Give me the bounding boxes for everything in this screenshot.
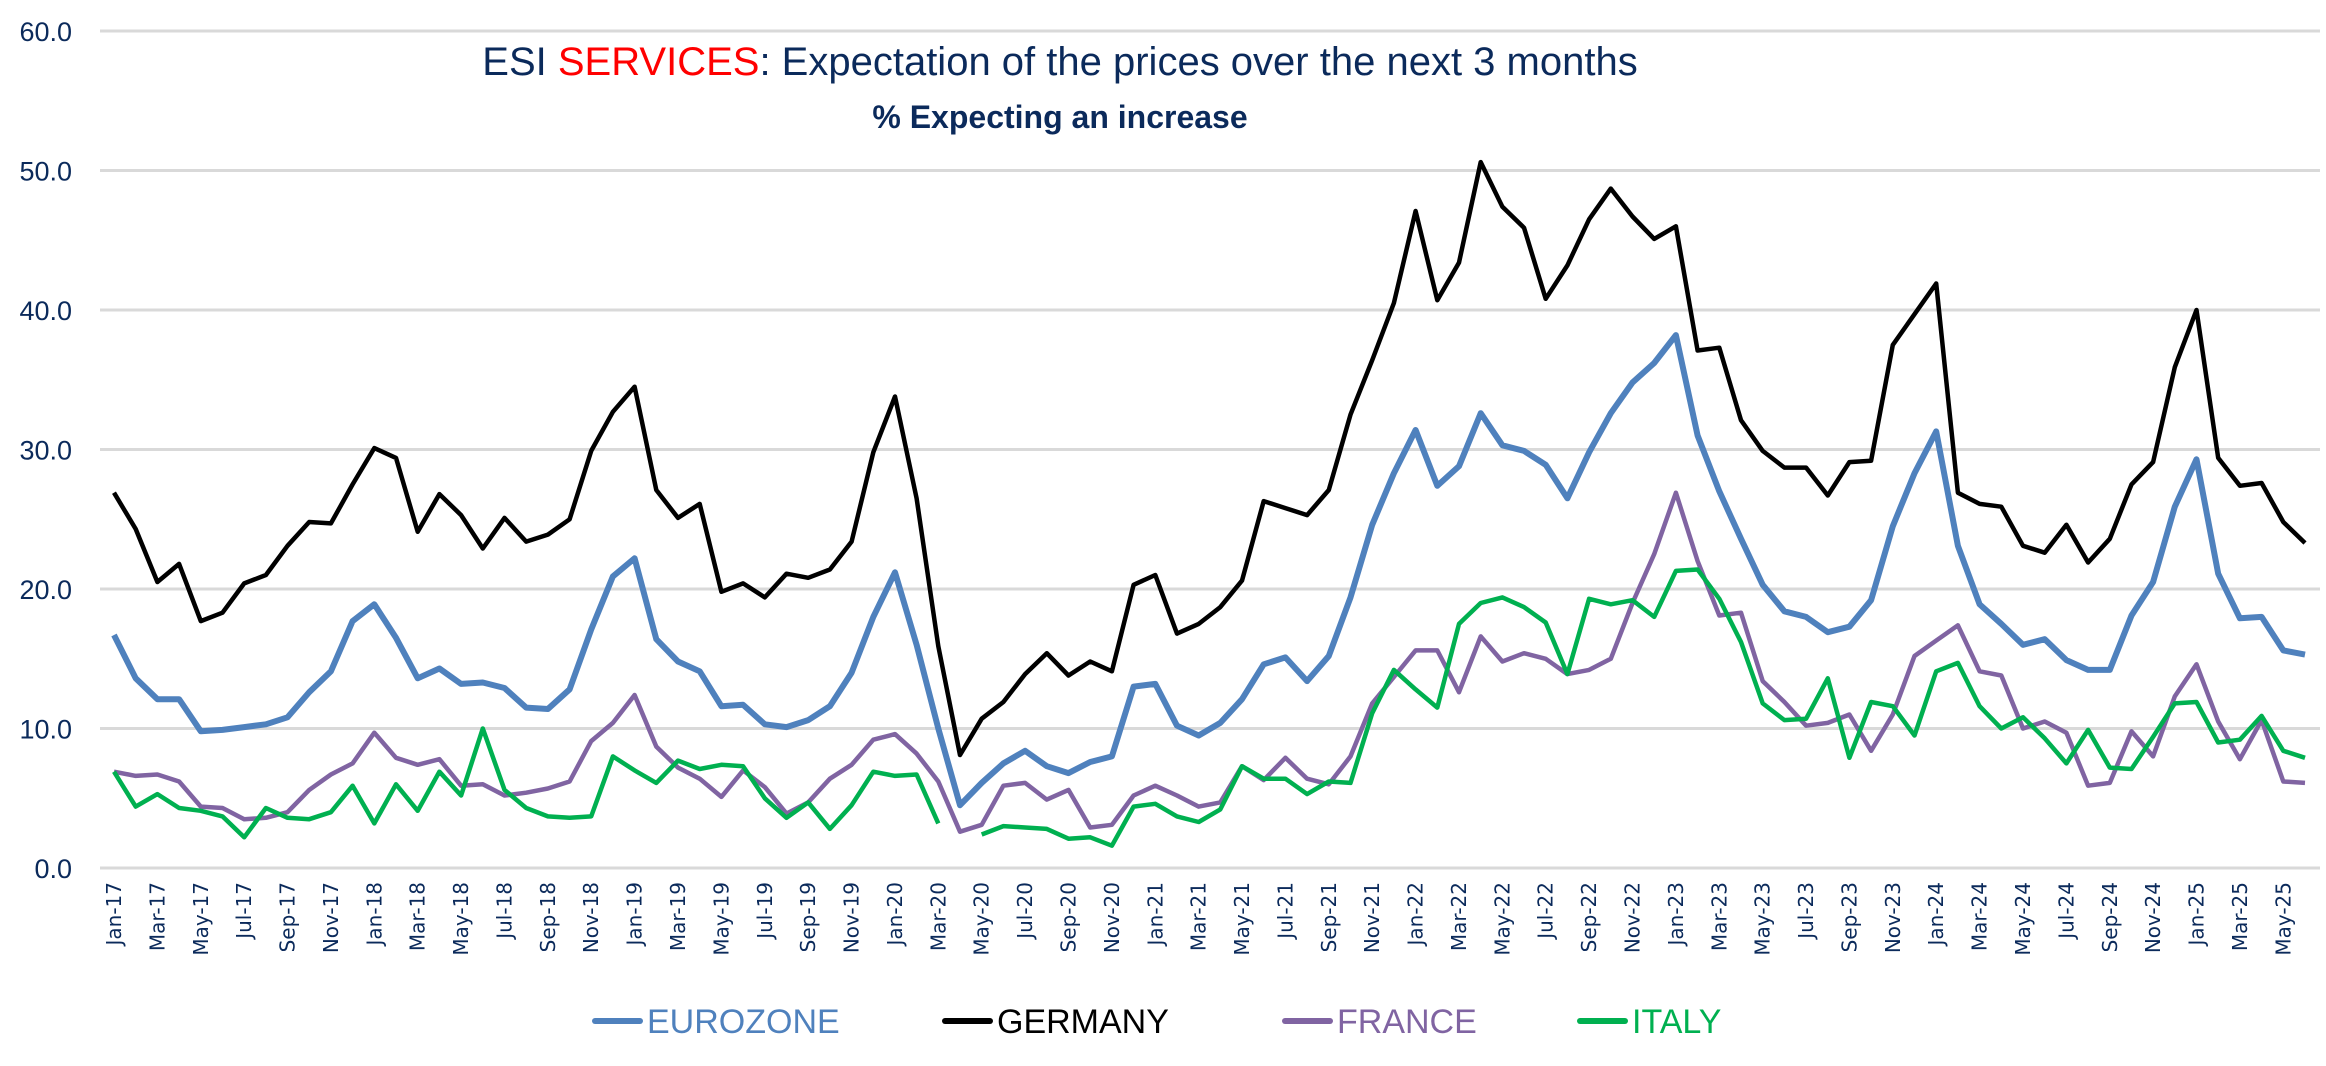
- legend-item-france: FRANCE: [1282, 1003, 1477, 1041]
- x-tick-label: May-25: [2271, 882, 2295, 956]
- x-tick-label: Nov-20: [1100, 882, 1124, 953]
- x-tick-label: Jan-18: [362, 882, 386, 948]
- x-tick-label: Mar-19: [666, 882, 690, 951]
- series-line-eurozone: [111, 332, 2306, 809]
- x-tick-label: Jan-24: [1924, 882, 1948, 948]
- x-axis-ticks: Jan-17 Mar-17 May-17 Jul-17 Sep-17 Nov-17 Jan-…: [102, 882, 2295, 956]
- x-tick-label: Jul-17: [232, 882, 256, 941]
- series-lines: [111, 159, 2307, 848]
- x-tick-label: May-19: [709, 882, 733, 956]
- x-tick-label: May-17: [189, 882, 213, 956]
- x-tick-label: Nov-23: [1881, 882, 1905, 953]
- x-tick-label: Mar-22: [1447, 882, 1471, 951]
- x-tick-label: Jan-19: [623, 882, 647, 948]
- chart-title: ESI SERVICES: Expectation of the prices …: [482, 40, 1637, 84]
- x-tick-label: Jan-17: [102, 882, 126, 948]
- x-tick-label: Nov-17: [319, 882, 343, 953]
- x-tick-label: May-24: [2011, 882, 2035, 956]
- x-tick-label: Sep-19: [796, 882, 820, 952]
- y-tick-label: 20.0: [19, 575, 72, 605]
- legend-item-germany: GERMANY: [942, 1003, 1169, 1041]
- x-tick-label: Jan-21: [1143, 882, 1167, 948]
- x-tick-label: Nov-22: [1621, 882, 1645, 953]
- x-tick-label: Sep-20: [1056, 882, 1080, 952]
- x-tick-label: Jul-22: [1534, 882, 1558, 941]
- x-tick-label: Sep-22: [1577, 882, 1601, 952]
- y-tick-label: 40.0: [19, 296, 72, 326]
- legend: EUROZONE GERMANY FRANCE ITALY: [592, 1003, 1721, 1041]
- legend-label: ITALY: [1632, 1003, 1721, 1041]
- series-eurozone: [111, 332, 2306, 809]
- series-france: [113, 490, 2306, 834]
- x-tick-label: May-18: [449, 882, 473, 956]
- x-tick-label: Jul-18: [492, 882, 516, 941]
- title-part: : Expectation of the prices over the nex…: [759, 40, 1637, 84]
- x-tick-label: Mar-20: [926, 882, 950, 951]
- x-tick-label: Mar-24: [1968, 882, 1992, 951]
- legend-label: EUROZONE: [647, 1003, 840, 1041]
- x-tick-label: Mar-17: [145, 882, 169, 951]
- x-tick-label: Nov-21: [1360, 882, 1384, 953]
- x-tick-label: Sep-23: [1837, 882, 1861, 952]
- series-line-france: [113, 490, 2306, 834]
- x-tick-label: Nov-24: [2141, 882, 2165, 953]
- x-tick-label: Mar-23: [1707, 882, 1731, 951]
- gridlines: [100, 29, 2320, 870]
- y-axis-ticks: 0.0 10.0 20.0 30.0 40.0 50.0 60.0: [19, 17, 72, 884]
- legend-item-italy: ITALY: [1577, 1003, 1721, 1041]
- x-tick-label: Sep-21: [1317, 882, 1341, 952]
- y-tick-label: 50.0: [19, 157, 72, 187]
- x-tick-label: Nov-18: [579, 882, 603, 953]
- x-tick-label: Mar-18: [406, 882, 430, 951]
- legend-label: FRANCE: [1337, 1003, 1477, 1041]
- x-tick-label: Jan-22: [1404, 882, 1428, 948]
- legend-item-eurozone: EUROZONE: [592, 1003, 840, 1041]
- series-line-germany: [112, 159, 2307, 758]
- x-tick-label: Jul-24: [2054, 882, 2078, 941]
- x-tick-label: Sep-24: [2098, 882, 2122, 952]
- x-tick-label: Jan-25: [2185, 882, 2209, 948]
- x-tick-label: May-23: [1751, 882, 1775, 956]
- x-tick-label: Jul-23: [1794, 882, 1818, 941]
- x-tick-label: Mar-21: [1187, 882, 1211, 951]
- legend-label: GERMANY: [997, 1003, 1169, 1041]
- x-tick-label: May-20: [970, 882, 994, 956]
- title-part: SERVICES: [558, 40, 760, 84]
- x-tick-label: Jan-23: [1664, 882, 1688, 948]
- x-tick-label: May-22: [1490, 882, 1514, 956]
- x-tick-label: Sep-17: [276, 882, 300, 952]
- series-italy: [112, 567, 2306, 848]
- y-tick-label: 0.0: [34, 854, 72, 884]
- x-tick-label: Jul-21: [1273, 882, 1297, 941]
- x-tick-label: Jan-20: [883, 882, 907, 948]
- y-tick-label: 60.0: [19, 17, 72, 47]
- x-tick-label: Jul-19: [753, 882, 777, 941]
- title-part: ESI: [482, 40, 558, 84]
- x-tick-label: Nov-19: [840, 882, 864, 953]
- x-tick-label: May-21: [1230, 882, 1254, 956]
- y-tick-label: 10.0: [19, 715, 72, 745]
- y-tick-label: 30.0: [19, 436, 72, 466]
- series-germany: [112, 159, 2307, 758]
- x-tick-label: Jul-20: [1013, 882, 1037, 941]
- x-tick-label: Mar-25: [2228, 882, 2252, 951]
- chart-subtitle: % Expecting an increase: [872, 99, 1247, 135]
- x-tick-label: Sep-18: [536, 882, 560, 952]
